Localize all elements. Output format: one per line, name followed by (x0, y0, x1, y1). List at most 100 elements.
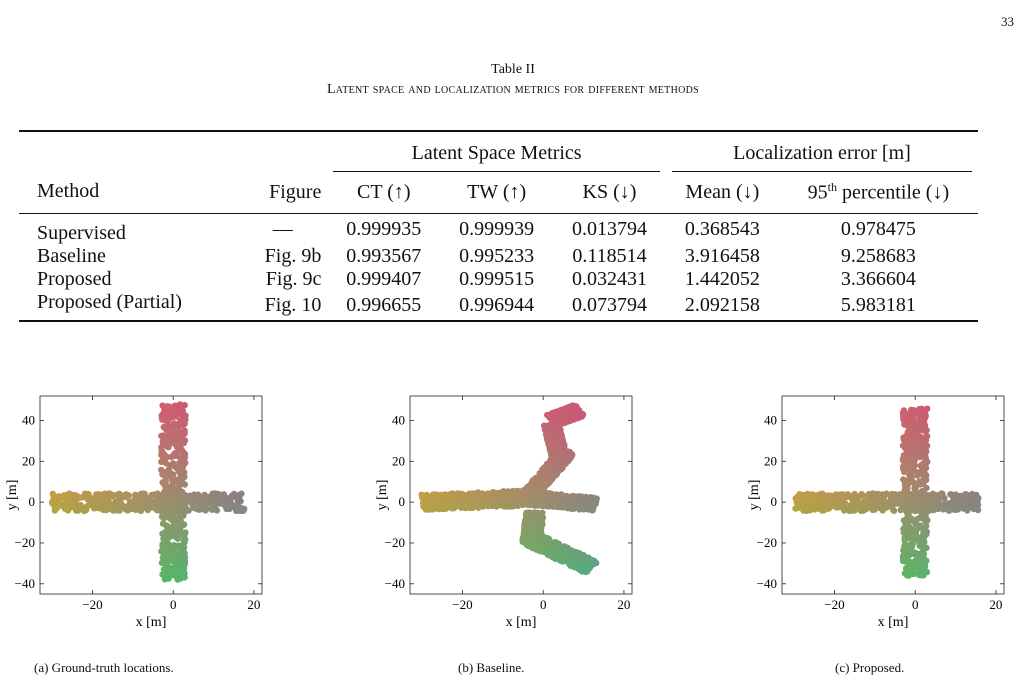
data-point (915, 502, 922, 510)
data-point (546, 500, 553, 507)
data-point (919, 406, 927, 413)
data-point (921, 531, 929, 539)
data-point (203, 500, 210, 507)
data-point (558, 504, 566, 511)
data-point (849, 502, 857, 509)
data-point (901, 482, 909, 489)
col-method: Method (19, 172, 239, 214)
data-point (173, 426, 181, 433)
data-point (537, 486, 545, 493)
data-point (545, 431, 553, 439)
data-point (482, 500, 489, 507)
data-point (525, 511, 533, 519)
data-point (974, 506, 982, 514)
table-row: Proposed (Partial) Fig. 10 0.996655 0.99… (19, 291, 978, 322)
col-95th: 95th percentile (↓) (778, 172, 978, 214)
page-number: 33 (1001, 14, 1014, 29)
data-point (535, 477, 542, 484)
data-point (900, 452, 908, 459)
data-point (174, 535, 181, 542)
data-point (191, 499, 198, 506)
data-point (920, 413, 928, 420)
data-point (585, 563, 592, 570)
data-point (552, 409, 559, 417)
data-point (182, 529, 189, 536)
x-tick-label: 20 (989, 597, 1002, 612)
data-point (569, 557, 576, 564)
data-point (547, 442, 555, 449)
data-point (165, 426, 172, 434)
plot-frame (409, 395, 633, 595)
data-point (934, 505, 941, 512)
data-point (148, 491, 155, 499)
group-header-localization: Localization error [m] (671, 142, 972, 172)
data-point (159, 554, 167, 561)
data-point (914, 534, 921, 541)
data-point (532, 533, 539, 540)
data-point (181, 413, 188, 421)
data-point (542, 422, 550, 430)
plot-frame (39, 395, 263, 595)
data-point (905, 529, 912, 536)
data-point (902, 432, 910, 440)
data-point (945, 507, 953, 514)
data-point (163, 523, 170, 530)
data-point (966, 497, 973, 504)
data-point (67, 502, 74, 509)
data-point (61, 505, 69, 512)
data-point (190, 504, 198, 512)
y-tick-label: −40 (385, 576, 405, 591)
data-point (161, 576, 169, 583)
scatter-points (48, 401, 248, 583)
data-point (159, 402, 166, 409)
data-point (952, 491, 959, 498)
data-point (909, 498, 916, 506)
data-point (548, 490, 555, 498)
x-tick-label: 0 (912, 597, 919, 612)
data-point (158, 444, 165, 451)
data-point (86, 501, 94, 509)
data-point (923, 544, 930, 551)
data-point (563, 500, 571, 508)
data-point (161, 488, 168, 495)
data-point (585, 506, 592, 513)
data-point (862, 499, 869, 506)
data-point (527, 516, 534, 523)
data-point (181, 420, 188, 427)
data-point (159, 469, 167, 477)
data-point (543, 469, 550, 476)
data-point (168, 476, 175, 483)
data-point (920, 550, 927, 557)
data-point (850, 491, 857, 499)
y-tick-label: 40 (764, 412, 777, 427)
data-point (85, 490, 92, 498)
data-point (458, 494, 466, 501)
y-tick-label: −20 (757, 535, 777, 550)
data-point (934, 495, 941, 502)
data-point (165, 508, 172, 516)
scatter-points (792, 405, 982, 579)
data-point (159, 530, 166, 537)
data-point (164, 540, 172, 547)
data-point (430, 500, 437, 508)
data-point (908, 473, 915, 481)
data-point (911, 507, 918, 514)
data-point (891, 498, 898, 505)
data-point (219, 497, 226, 504)
data-point (551, 465, 559, 472)
data-point (912, 486, 919, 494)
data-point (919, 466, 926, 473)
data-point (172, 413, 180, 420)
data-point (76, 494, 83, 501)
data-point (550, 419, 557, 426)
y-axis-label: y [m] (5, 480, 20, 511)
data-point (917, 433, 925, 441)
data-point (524, 530, 532, 537)
subcaption-a: (a) Ground-truth locations. (34, 660, 174, 675)
data-point (941, 495, 948, 502)
data-point (494, 491, 501, 498)
y-tick-label: 40 (392, 412, 405, 427)
data-point (209, 497, 217, 504)
data-point (877, 503, 885, 510)
x-tick-label: −20 (452, 597, 472, 612)
